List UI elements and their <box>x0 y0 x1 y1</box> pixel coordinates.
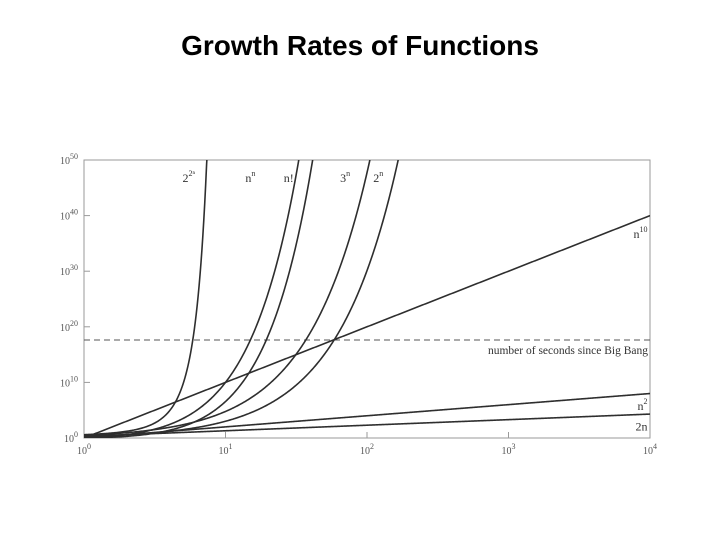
chart-title: Growth Rates of Functions <box>181 30 539 61</box>
x-tick-label: 102 <box>360 442 374 457</box>
x-tick-label: 101 <box>219 442 233 457</box>
y-tick-label: 1050 <box>60 152 78 167</box>
series-curve-2-2-n <box>84 160 208 436</box>
series-label-2-n: 2n <box>373 169 383 185</box>
series-label-n-2: n2 <box>638 397 648 413</box>
series-label-n-n: nn <box>245 169 255 185</box>
y-tick-label: 1040 <box>60 208 78 223</box>
series-curve-n-10 <box>84 214 650 438</box>
series-curve-2n <box>84 413 650 438</box>
y-tick-label: 100 <box>64 430 78 445</box>
series-curve-2-n <box>84 160 399 438</box>
series-label-3-n: 3n <box>340 169 350 185</box>
x-tick-label: 100 <box>77 442 91 457</box>
x-tick-label: 103 <box>502 442 516 457</box>
series-curve-3-n <box>84 160 371 437</box>
series-label-n-10: n10 <box>634 225 648 241</box>
series-label-2-2-n: 22ⁿ <box>182 169 195 185</box>
big-bang-annotation: number of seconds since Big Bang <box>488 345 648 357</box>
series-label-2n: 2n <box>636 419 648 433</box>
plot-frame <box>83 159 651 439</box>
series-label-n-: n! <box>284 171 294 185</box>
series-curve-n-2 <box>84 392 650 438</box>
y-tick-label: 1010 <box>60 374 78 389</box>
series-curve-n- <box>84 160 314 438</box>
x-tick-label: 104 <box>643 442 657 457</box>
y-tick-label: 1020 <box>60 319 78 334</box>
y-tick-label: 1030 <box>60 263 78 278</box>
